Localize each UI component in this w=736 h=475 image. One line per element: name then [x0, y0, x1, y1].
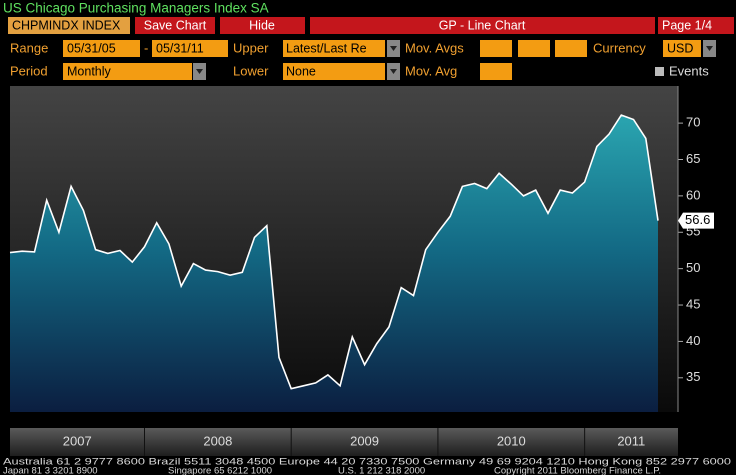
area: [10, 115, 658, 412]
x-tick-label: 2011: [617, 433, 645, 448]
footer-line: Australia 61 2 9777 8600 Brazil 5511 304…: [3, 457, 731, 468]
arrow-icon: [706, 46, 713, 51]
footer-us: U.S. 1 212 318 2000: [338, 466, 425, 475]
x-tick-label: 2007: [63, 433, 92, 448]
mov-avgs-label: Mov. Avgs: [405, 40, 464, 55]
period-select[interactable]: [63, 63, 192, 80]
mov-avg-input[interactable]: [480, 40, 512, 57]
ticker: CHPMINDX INDEX: [12, 18, 121, 32]
events-checkbox[interactable]: [655, 67, 664, 76]
range-end: 05/31/11: [156, 41, 204, 55]
mov-avg-input[interactable]: [480, 63, 512, 80]
currency-value: USD: [667, 41, 693, 55]
value-callout: [678, 212, 714, 229]
arrow-icon: [196, 69, 203, 74]
hide-label: Hide: [249, 18, 275, 32]
y-tick-label: 40: [686, 333, 700, 348]
mov-avg-label: Mov. Avg: [405, 63, 457, 78]
mov-avg-input[interactable]: [518, 40, 550, 57]
save-label: Save Chart: [144, 18, 207, 32]
save-button[interactable]: [135, 17, 215, 34]
x-tick-label: 2008: [203, 433, 232, 448]
lower-value: None: [286, 64, 316, 78]
period-label: Period: [10, 63, 48, 78]
page-box[interactable]: [658, 17, 734, 34]
function-bar: [310, 17, 655, 34]
range-end-input[interactable]: [152, 40, 228, 57]
range-start-input[interactable]: [63, 40, 140, 57]
footer-japan: Japan 81 3 3201 8900: [3, 466, 98, 475]
events-label: Events: [669, 63, 709, 78]
lower-label: Lower: [233, 63, 269, 78]
ticker-box[interactable]: [8, 17, 130, 34]
range-start: 05/31/05: [67, 41, 116, 55]
currency-label: Currency: [593, 40, 646, 55]
function-label: GP - Line Chart: [439, 18, 526, 32]
title: US Chicago Purchasing Managers Index SA: [3, 1, 269, 16]
last-value-label: 56.6: [685, 212, 710, 227]
upper-label: Upper: [233, 40, 269, 55]
y-tick-label: 45: [686, 296, 700, 311]
y-tick-label: 50: [686, 260, 700, 275]
x-tick-label: 2009: [350, 433, 379, 448]
footer-singapore: Singapore 65 6212 1000: [168, 466, 272, 475]
range-sep: -: [144, 40, 148, 55]
year-bar: [10, 428, 678, 456]
y-tick-label: 70: [686, 115, 700, 130]
y-tick-label: 35: [686, 369, 700, 384]
line: [9, 114, 659, 390]
arrow-icon: [390, 69, 397, 74]
lower-select[interactable]: [283, 63, 385, 80]
upper-select[interactable]: [283, 40, 385, 57]
y-tick-label: 65: [686, 151, 700, 166]
page-label: Page 1/4: [662, 18, 712, 32]
currency-select[interactable]: [663, 40, 701, 57]
x-tick-label: 2010: [497, 433, 526, 448]
mov-avg-input[interactable]: [555, 40, 587, 57]
arrow-icon: [390, 46, 397, 51]
range-label: Range: [10, 40, 48, 55]
period-value: Monthly: [67, 64, 112, 78]
y-tick-label: 60: [686, 187, 700, 202]
footer-copyright: Copyright 2011 Bloomberg Finance L.P.: [494, 466, 661, 475]
hide-button[interactable]: [220, 17, 305, 34]
upper-value: Latest/Last Re: [286, 41, 367, 55]
